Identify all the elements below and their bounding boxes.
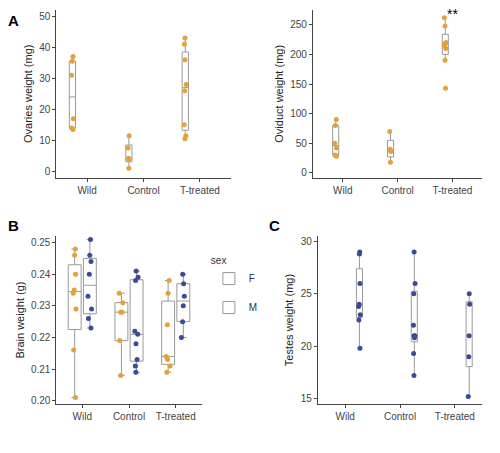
svg-text:0.20: 0.20 <box>31 395 51 406</box>
svg-text:0: 0 <box>301 167 307 178</box>
svg-text:T-treated: T-treated <box>156 411 196 422</box>
svg-text:A: A <box>8 12 19 29</box>
svg-text:sex: sex <box>211 255 227 266</box>
svg-text:30: 30 <box>39 73 51 84</box>
svg-text:T-treated: T-treated <box>432 185 472 196</box>
svg-text:Control: Control <box>381 185 413 196</box>
svg-text:0.23: 0.23 <box>31 300 51 311</box>
svg-text:Control: Control <box>384 411 416 422</box>
svg-text:Control: Control <box>113 411 145 422</box>
svg-text:0.21: 0.21 <box>31 364 51 375</box>
svg-text:0.25: 0.25 <box>31 237 51 248</box>
svg-text:20: 20 <box>301 341 313 352</box>
svg-text:Brain weight (g): Brain weight (g) <box>14 282 26 359</box>
svg-text:0: 0 <box>45 166 51 177</box>
svg-text:150: 150 <box>290 79 307 90</box>
svg-text:25: 25 <box>301 288 313 299</box>
svg-text:T-treated: T-treated <box>435 411 475 422</box>
svg-text:Wild: Wild <box>335 411 354 422</box>
svg-text:0.24: 0.24 <box>31 269 51 280</box>
svg-text:T-treated: T-treated <box>180 185 220 196</box>
svg-text:Ovaries weight (mg): Ovaries weight (mg) <box>22 45 34 143</box>
svg-text:**: ** <box>447 6 458 22</box>
svg-text:Oviduct weight (mg): Oviduct weight (mg) <box>273 45 285 143</box>
svg-text:15: 15 <box>301 393 313 404</box>
svg-text:M: M <box>249 302 257 313</box>
svg-text:100: 100 <box>290 108 307 119</box>
svg-text:Wild: Wild <box>77 185 96 196</box>
svg-text:20: 20 <box>39 104 51 115</box>
svg-text:Wild: Wild <box>73 411 92 422</box>
svg-text:B: B <box>8 217 19 234</box>
svg-text:0.22: 0.22 <box>31 332 51 343</box>
svg-text:Control: Control <box>127 185 159 196</box>
svg-text:40: 40 <box>39 42 51 53</box>
svg-text:250: 250 <box>290 19 307 30</box>
svg-text:30: 30 <box>301 236 313 247</box>
svg-text:Testes weight (mg): Testes weight (mg) <box>283 274 295 366</box>
svg-text:10: 10 <box>39 135 51 146</box>
svg-text:Wild: Wild <box>333 185 352 196</box>
svg-text:50: 50 <box>296 138 308 149</box>
svg-text:50: 50 <box>39 11 51 22</box>
svg-text:C: C <box>269 217 280 234</box>
svg-text:F: F <box>249 273 255 284</box>
svg-text:200: 200 <box>290 49 307 60</box>
